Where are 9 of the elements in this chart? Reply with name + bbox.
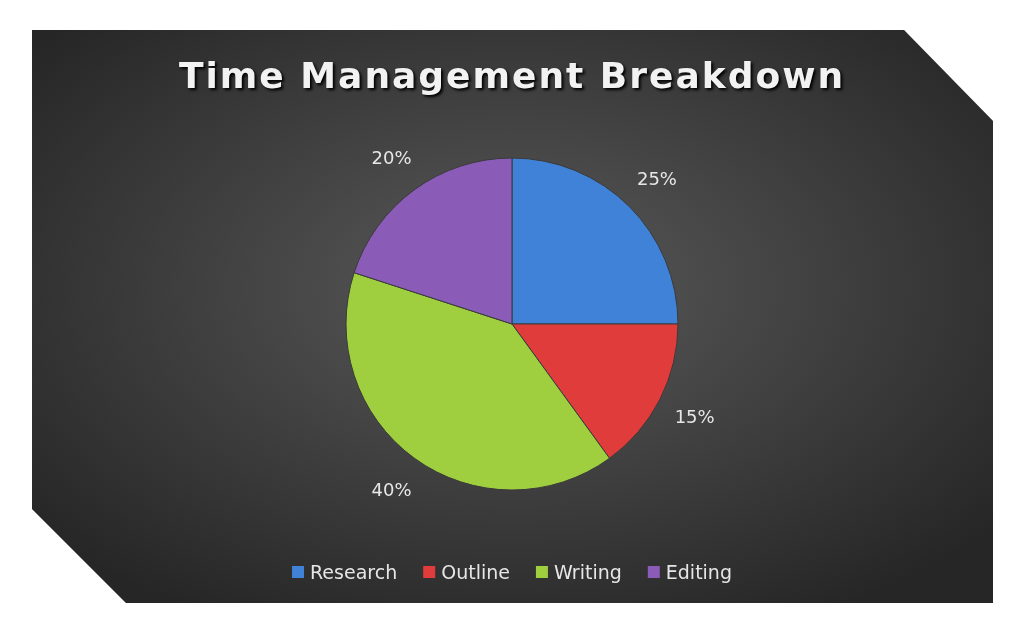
legend-label: Editing <box>665 560 732 583</box>
legend-label: Writing <box>553 560 622 583</box>
legend-label: Research <box>310 560 398 583</box>
chart-title: Time Management Breakdown <box>178 55 846 96</box>
data-label: 20% <box>371 147 412 169</box>
legend-label: Outline <box>441 560 510 583</box>
data-label: 15% <box>674 406 715 428</box>
data-label: 25% <box>636 168 677 190</box>
data-label: 40% <box>371 479 412 501</box>
